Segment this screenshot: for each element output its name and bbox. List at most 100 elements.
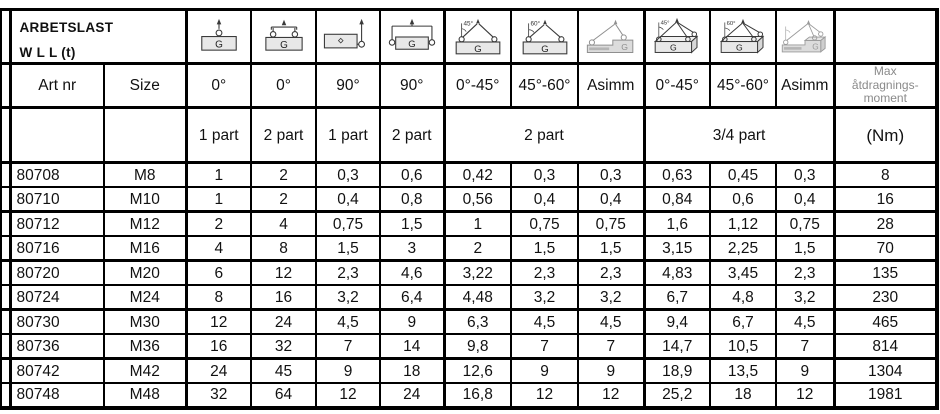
art-nr-cell: 80730 (9, 308, 105, 335)
size-cell: M12 (103, 210, 188, 237)
size-cell: M36 (103, 333, 188, 360)
left-edge-sliver (0, 210, 12, 237)
size-cell: M10 (103, 186, 188, 213)
wll-asimm-34part-cell: 3,2 (775, 284, 836, 311)
left-edge-sliver (0, 284, 12, 311)
wll-45-60deg-34part-cell: 13,5 (709, 357, 777, 384)
part-header: 1 part (185, 106, 252, 164)
art-nr-cell: 80712 (9, 210, 105, 237)
size-cell: M48 (103, 382, 188, 410)
wll-90deg-1part-cell: 1,5 (315, 235, 381, 262)
wll-45-60deg-2part-cell: 9 (510, 357, 579, 384)
part-header: 2 part (379, 106, 446, 164)
wll-asimm-34part-cell: 12 (775, 382, 836, 410)
wll-45-60deg-34part-cell: 0,45 (709, 161, 777, 188)
wll-asimm-2part-cell: 0,4 (577, 186, 646, 213)
table-row: 80742 M42 24 45 9 18 12,6 9 9 18,9 13,5 … (0, 357, 939, 384)
angle-header: 0°-45° (443, 62, 512, 109)
angle-header: 90° (315, 62, 381, 109)
table-title: ARBETSLAST (19, 20, 114, 35)
wll-0-45deg-34part-cell: 9,4 (643, 308, 711, 335)
size-cell: M42 (103, 357, 188, 384)
left-edge-sliver (0, 333, 12, 360)
group-34part-header: 3/4 part (643, 106, 836, 164)
wll-0deg-2part-cell: 16 (250, 284, 317, 311)
table-subtitle: W L L (t) (19, 45, 76, 60)
table-row: 80724 M24 8 16 3,2 6,4 4,48 3,2 3,2 6,7 … (0, 284, 939, 311)
icon-angle-label: 60° (530, 19, 540, 27)
wll-0-45deg-2part-cell: 16,8 (443, 382, 512, 410)
wll-45-60deg-2part-cell: 0,3 (510, 161, 579, 188)
max-torque-cell: 465 (833, 308, 939, 335)
left-edge-sliver (0, 161, 12, 188)
side-lift-90deg-1part-icon (323, 18, 366, 48)
group-2part-header: 2 part (443, 106, 646, 164)
wll-0deg-2part-cell: 2 (250, 161, 317, 188)
icon-angle-label: 45° (463, 19, 473, 27)
wll-90deg-1part-cell: 2,3 (315, 259, 381, 286)
icon-cell: G (775, 8, 836, 65)
table-title-cell: ARBETSLAST W L L (t) (9, 8, 188, 65)
wll-0-45deg-34part-cell: 0,84 (643, 186, 711, 213)
wll-0deg-2part-cell: 4 (250, 210, 317, 237)
wll-0-45deg-34part-cell: 25,2 (643, 382, 711, 410)
wll-90deg-2part-cell: 18 (379, 357, 446, 384)
max-torque-cell: 70 (833, 235, 939, 262)
wll-90deg-2part-cell: 0,6 (379, 161, 446, 188)
wll-0-45deg-2part-cell: 4,48 (443, 284, 512, 311)
wll-0-45deg-2part-cell: 2 (443, 235, 512, 262)
icon-g-label: G (812, 41, 818, 51)
wll-asimm-2part-cell: 9 (577, 357, 646, 384)
wll-45-60deg-34part-cell: 6,7 (709, 308, 777, 335)
wll-45-60deg-34part-cell: 4,8 (709, 284, 777, 311)
wll-0deg-2part-cell: 2 (250, 186, 317, 213)
wll-0-45deg-34part-cell: 3,15 (643, 235, 711, 262)
left-edge-sliver (0, 186, 12, 213)
sling-0-45deg-34part-icon: 45° G (654, 17, 699, 54)
table-row: 80748 M48 32 64 12 24 16,8 12 12 25,2 18… (0, 382, 939, 410)
left-edge-sliver (0, 62, 12, 109)
wll-0-45deg-2part-cell: 3,22 (443, 259, 512, 286)
art-nr-cell: 80708 (9, 161, 105, 188)
art-nr-cell: 80716 (9, 235, 105, 262)
left-edge-sliver (0, 357, 12, 384)
wll-45-60deg-2part-cell: 0,4 (510, 186, 579, 213)
max-torque-cell: 16 (833, 186, 939, 213)
left-edge-sliver (0, 106, 12, 164)
wll-0deg-1part-cell: 1 (185, 186, 252, 213)
empty-header-cell (9, 106, 105, 164)
wll-asimm-34part-cell: 2,3 (775, 259, 836, 286)
wll-asimm-2part-cell: 4,5 (577, 308, 646, 335)
wll-0-45deg-34part-cell: 6,7 (643, 284, 711, 311)
table-body: 80708 M8 1 2 0,3 0,6 0,42 0,3 0,3 0,63 0… (0, 161, 939, 410)
max-torque-cell: 230 (833, 284, 939, 311)
wll-0deg-2part-cell: 8 (250, 235, 317, 262)
wll-0-45deg-34part-cell: 4,83 (643, 259, 711, 286)
icon-g-label: G (408, 38, 415, 49)
wll-0deg-2part-cell: 45 (250, 357, 317, 384)
wll-asimm-2part-cell: 0,3 (577, 161, 646, 188)
max-torque-cell: 814 (833, 333, 939, 360)
icon-cell (315, 8, 381, 65)
wll-45-60deg-2part-cell: 1,5 (510, 235, 579, 262)
vertical-lift-1part-icon: G (200, 18, 237, 51)
part-header: 2 part (250, 106, 317, 164)
icon-g-label: G (280, 39, 288, 50)
left-edge-sliver (0, 382, 12, 410)
angle-header: 0° (185, 62, 252, 109)
part-header: 1 part (315, 106, 381, 164)
icon-g-label: G (541, 44, 548, 55)
wll-45-60deg-34part-cell: 1,12 (709, 210, 777, 237)
angle-header: Asimm (577, 62, 646, 109)
wll-0deg-1part-cell: 1 (185, 161, 252, 188)
wll-0-45deg-2part-cell: 12,6 (443, 357, 512, 384)
wll-90deg-1part-cell: 0,75 (315, 210, 381, 237)
wll-0deg-2part-cell: 12 (250, 259, 317, 286)
angle-header: Asimm (775, 62, 836, 109)
wll-0deg-2part-cell: 64 (250, 382, 317, 410)
art-nr-cell: 80710 (9, 186, 105, 213)
wll-asimm-34part-cell: 0,75 (775, 210, 836, 237)
icon-cell: G (185, 8, 252, 65)
icon-g-label: G (621, 42, 628, 52)
side-lift-90deg-2part-icon: G (388, 18, 435, 49)
